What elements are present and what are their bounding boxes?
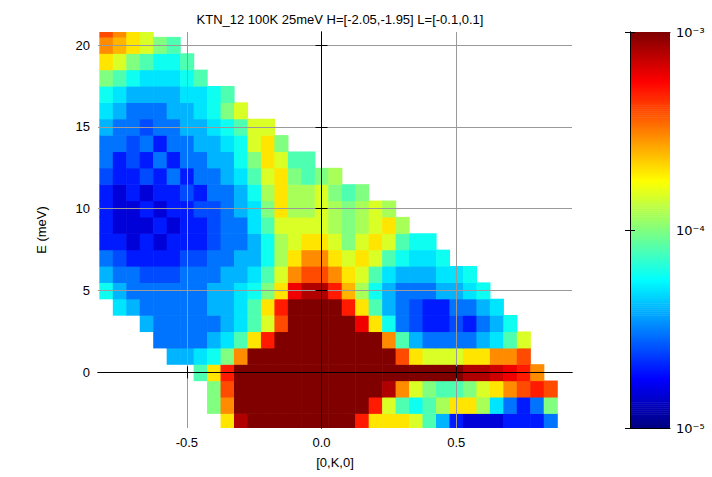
svg-text:10: 10 <box>76 201 90 216</box>
svg-text:20: 20 <box>76 38 90 53</box>
svg-text:E (meV): E (meV) <box>34 206 49 254</box>
svg-text:-0.5: -0.5 <box>176 435 198 450</box>
svg-text:[0,K,0]: [0,K,0] <box>316 455 354 470</box>
svg-text:10⁻⁴: 10⁻⁴ <box>676 223 705 238</box>
svg-text:10⁻³: 10⁻³ <box>676 25 705 40</box>
svg-text:0: 0 <box>83 365 90 380</box>
svg-text:10⁻⁵: 10⁻⁵ <box>676 421 705 436</box>
svg-text:0.0: 0.0 <box>312 435 330 450</box>
svg-text:15: 15 <box>76 119 90 134</box>
svg-text:KTN_12 100K 25meV H=[-2.05,-1.: KTN_12 100K 25meV H=[-2.05,-1.95] L=[-0.… <box>197 12 484 27</box>
svg-text:0.5: 0.5 <box>447 435 465 450</box>
svg-text:5: 5 <box>83 283 90 298</box>
